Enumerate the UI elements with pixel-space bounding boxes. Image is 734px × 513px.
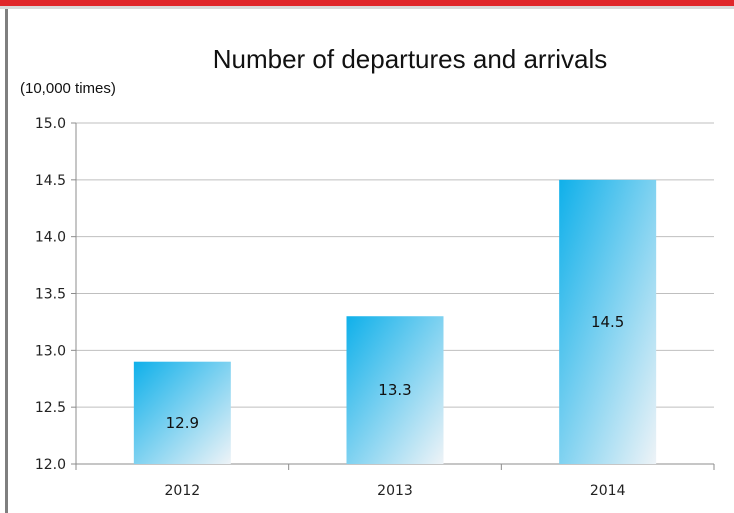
bar-2012 [133, 361, 231, 464]
y-tick-label: 15.0 [35, 116, 66, 132]
data-label-2012: 12.9 [166, 414, 199, 432]
labels: 12.0 12.5 13.0 13.5 14.0 14.5 15.0 12.9 2012 13.3… [35, 116, 626, 499]
data-label-2014: 14.5 [591, 313, 624, 331]
top-divider [0, 6, 734, 9]
left-border [5, 9, 8, 513]
data-label-2013: 13.3 [378, 381, 411, 399]
chart-title: Number of departures and arrivals [212, 44, 608, 74]
y-tick-label: 14.5 [35, 173, 66, 189]
y-unit-label: (10,000 times) [20, 80, 116, 97]
bars [133, 179, 657, 465]
bar-2014 [559, 179, 657, 465]
top-accent-bar [0, 0, 734, 6]
bar-2013 [346, 316, 444, 464]
y-tick-label: 14.0 [35, 230, 66, 246]
y-tick-label: 13.5 [35, 287, 66, 303]
y-tick-label: 12.0 [35, 457, 66, 473]
x-tick-label: 2013 [377, 483, 413, 499]
x-tick-label: 2012 [165, 483, 201, 499]
x-tick-label: 2014 [590, 483, 626, 499]
y-tick-label: 13.0 [35, 343, 66, 359]
y-tick-label: 12.5 [35, 400, 66, 416]
